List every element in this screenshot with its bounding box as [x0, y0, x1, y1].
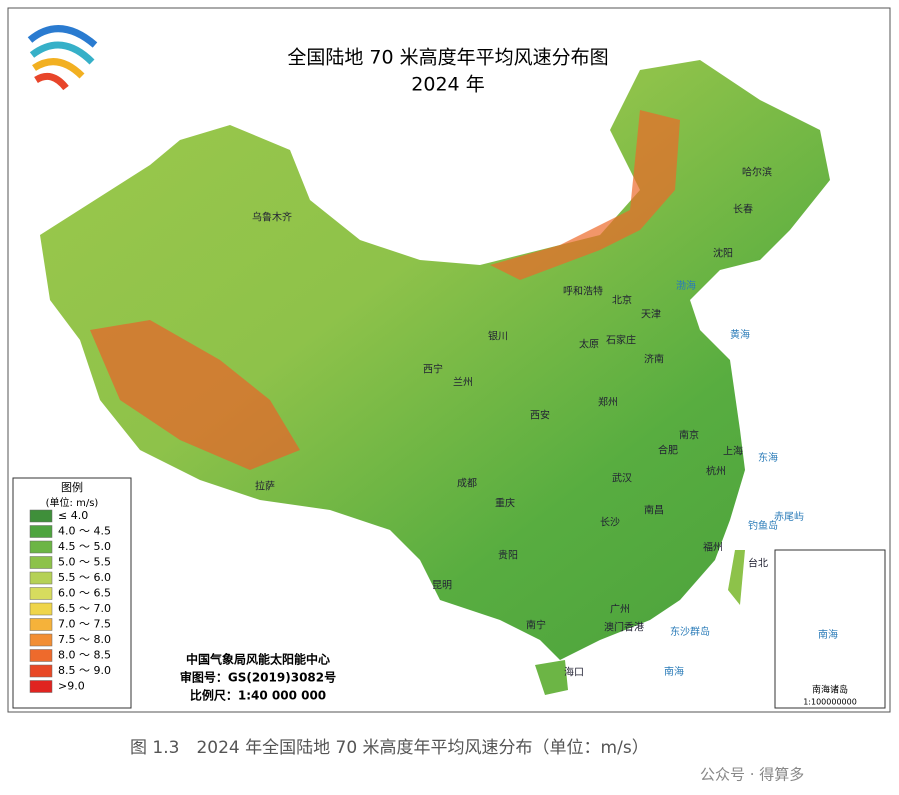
- city-label: 西宁: [423, 363, 443, 376]
- logo: [27, 25, 98, 91]
- city-label: 太原: [579, 338, 599, 351]
- city-label: 济南: [644, 353, 664, 366]
- high-wind-north: [490, 110, 680, 280]
- inset-scale: 1:100000000: [803, 698, 857, 707]
- city-label: 郑州: [598, 396, 618, 409]
- sea-label: 东沙群岛: [670, 625, 710, 638]
- legend-swatch: [29, 680, 53, 693]
- city-label: 海口: [564, 666, 584, 679]
- legend-label: 4.0 ～ 4.5: [58, 525, 111, 538]
- city-label: 乌鲁木齐: [252, 211, 292, 224]
- credit-line: 比例尺：1:40 000 000: [190, 688, 326, 703]
- legend-label: 4.5 ～ 5.0: [58, 540, 111, 553]
- city-label: 昆明: [432, 580, 452, 592]
- city-label: 北京: [612, 294, 632, 307]
- city-label: 武汉: [612, 472, 632, 485]
- sea-label: 南海: [664, 665, 684, 678]
- legend-label: >9.0: [58, 680, 85, 693]
- legend-label: 8.0 ～ 8.5: [58, 649, 111, 662]
- legend-label: 6.0 ～ 6.5: [58, 587, 111, 600]
- legend-swatch: [29, 649, 53, 662]
- city-label: 兰州: [453, 376, 473, 389]
- inset-title: 南海诸岛: [812, 684, 848, 696]
- city-label: 石家庄: [606, 334, 636, 347]
- legend-swatch: [29, 587, 53, 600]
- city-label: 南宁: [526, 619, 546, 632]
- legend-swatch: [29, 509, 53, 523]
- city-label: 台北: [748, 557, 768, 570]
- city-label: 合肥: [658, 444, 678, 457]
- sea-label: 钓鱼岛: [748, 519, 778, 532]
- high-wind-west: [90, 320, 300, 470]
- legend-swatch: [29, 540, 53, 554]
- legend-swatch: [29, 525, 53, 538]
- city-label: 南京: [679, 429, 699, 442]
- sea-label: 渤海: [676, 279, 696, 292]
- legend-swatch: [29, 618, 53, 631]
- caption: 图 1.3 2024 年全国陆地 70 米高度年平均风速分布（单位：m/s）: [130, 738, 649, 758]
- legend: ≤ 4.0 4.0 ～ 4.5 4.5 ～ 5.0 5.0 ～ 5.5 5.5 ～ 6.…: [29, 509, 111, 693]
- legend-swatch: [29, 633, 53, 647]
- credit-line: 审图号：GS(2019)3082号: [180, 670, 336, 685]
- legend-label: 5.5 ～ 6.0: [58, 571, 111, 584]
- city-label: 南昌: [644, 504, 664, 517]
- legend-label: ≤ 4.0: [58, 509, 88, 522]
- legend-label: 7.0 ～ 7.5: [58, 618, 111, 631]
- watermark: 公众号 · 得算多: [700, 766, 804, 784]
- legend-label: 7.5 ～ 8.0: [58, 633, 111, 646]
- legend-label: 6.5 ～ 7.0: [58, 602, 111, 615]
- city-label: 呼和浩特: [563, 286, 603, 298]
- inset-sea: 南海: [818, 628, 838, 641]
- sea-label: 黄海: [730, 328, 750, 341]
- city-label: 沈阳: [713, 247, 733, 260]
- legend-title: 图例: [61, 480, 83, 494]
- city-label: 杭州: [706, 465, 726, 478]
- legend-swatch: [29, 571, 53, 585]
- legend-label: 8.5 ～ 9.0: [58, 664, 111, 677]
- city-label: 西安: [530, 409, 550, 422]
- taiwan: [728, 550, 745, 605]
- subtitle: 2024 年: [411, 74, 484, 96]
- legend-swatch: [29, 602, 53, 616]
- title: 全国陆地 70 米高度年平均风速分布图: [287, 47, 608, 69]
- credit-line: 中国气象局风能太阳能中心: [186, 652, 330, 667]
- sea-label: 赤尾屿: [774, 511, 804, 523]
- legend-swatch: [29, 664, 53, 678]
- hainan: [535, 660, 568, 695]
- city-label: 天津: [641, 309, 661, 321]
- legend-label: 5.0 ～ 5.5: [58, 556, 111, 569]
- city-label: 上海: [723, 445, 743, 458]
- inset-frame: [774, 549, 886, 709]
- city-label: 重庆: [495, 497, 515, 510]
- city-label: 长沙: [600, 517, 620, 529]
- city-label: 贵阳: [498, 549, 518, 562]
- city-label: 长春: [733, 204, 753, 216]
- city-label: 哈尔滨: [742, 166, 772, 179]
- city-label: 成都: [457, 478, 477, 490]
- city-label: 澳门香港: [604, 621, 644, 634]
- legend-unit: (单位: m/s): [46, 496, 99, 509]
- city-label: 银川: [488, 330, 508, 343]
- city-label: 福州: [703, 541, 723, 554]
- city-label: 拉萨: [255, 480, 275, 493]
- city-label: 广州: [610, 604, 630, 616]
- legend-swatch: [29, 556, 53, 569]
- sea-label: 东海: [758, 451, 778, 464]
